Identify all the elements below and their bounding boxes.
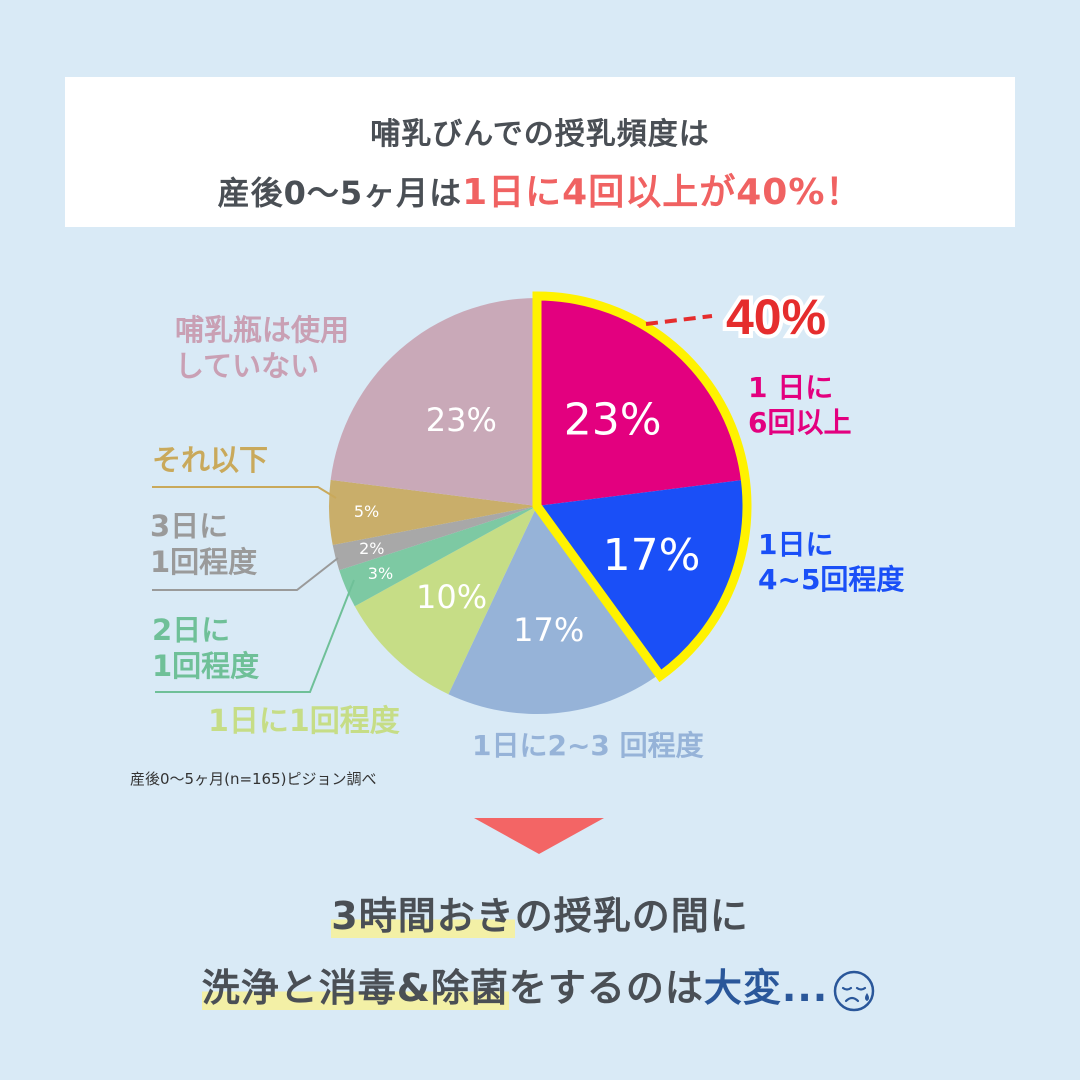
header-line-2-prefix: 産後0〜5ヶ月は <box>217 174 463 212</box>
header-line-2: 産後0〜5ヶ月は1日に4回以上が40%！ <box>65 163 1015 215</box>
label-two-three: 1日に2~3 回程度 <box>472 729 704 762</box>
pie-slice-value: 17% <box>603 530 701 581</box>
pie-slice <box>339 506 537 607</box>
pie-slice-value: 23% <box>426 401 497 439</box>
header-line-1: 哺乳びんでの授乳頻度は <box>370 117 710 152</box>
pie-slice <box>354 506 537 695</box>
label-three-days: 3日に 1回程度 <box>150 509 258 580</box>
leader-line-two-days <box>155 579 355 693</box>
pie-slice-values: 23% 17% 17% 10% 3% 2% 5% 23% <box>354 395 701 650</box>
header-box: 哺乳びんでの授乳頻度は 産後0〜5ヶ月は1日に4回以上が40%！ <box>65 77 1015 227</box>
pie-slice-value: 2% <box>359 539 384 558</box>
source-note: 産後0〜5ヶ月(n=165)ピジョン調べ <box>130 770 377 788</box>
leader-line-less <box>152 486 337 499</box>
pie-slice <box>537 298 744 506</box>
bottom-line-1-rest: の授乳の間に <box>514 894 749 938</box>
bottom-line-2-blue: 大変... <box>703 966 829 1010</box>
label-four-five: 1日に 4~5回程度 <box>758 528 905 596</box>
pie-slice-value: 10% <box>416 578 487 616</box>
pie-slice <box>448 506 660 715</box>
bottom-line-1: 3時間おきの授乳の間に <box>0 885 1080 940</box>
label-two-days: 2日に 1回程度 <box>152 613 260 684</box>
label-not-used: 哺乳瓶は使用 していない <box>175 313 350 384</box>
pie-slice-value: 3% <box>368 564 393 583</box>
label-less: それ以下 <box>152 443 269 477</box>
down-arrow-icon <box>474 818 604 854</box>
bottom-line-2-highlight: 洗浄と消毒&除菌 <box>201 966 509 1010</box>
pie-slice-value: 23% <box>564 395 662 446</box>
label-once-day: 1日に1回程度 <box>208 704 400 739</box>
pie-slice <box>537 479 745 675</box>
pie-slice <box>329 479 537 545</box>
pie-slice <box>330 298 537 506</box>
callout-40-percent: 40% <box>726 289 826 345</box>
pie-slice <box>332 506 537 571</box>
pie-slice-value: 17% <box>513 611 584 649</box>
label-six-plus: 1 日に 6回以上 <box>748 371 852 439</box>
pie-slice-value: 5% <box>354 502 379 521</box>
bottom-line-2: 洗浄と消毒&除菌をするのは大変... <box>0 957 1080 1014</box>
bottom-line-2-mid: をするのは <box>508 966 704 1010</box>
bottom-line-1-highlight: 3時間おき <box>331 894 515 938</box>
leader-line-three-days <box>152 557 339 591</box>
pie-slices <box>329 298 745 715</box>
highlight-outline <box>532 291 752 683</box>
header-line-2-accent: 1日に4回以上が40%！ <box>462 172 863 213</box>
callout-dashed-line <box>645 314 713 326</box>
sad-face-sweat-icon <box>833 970 875 1011</box>
